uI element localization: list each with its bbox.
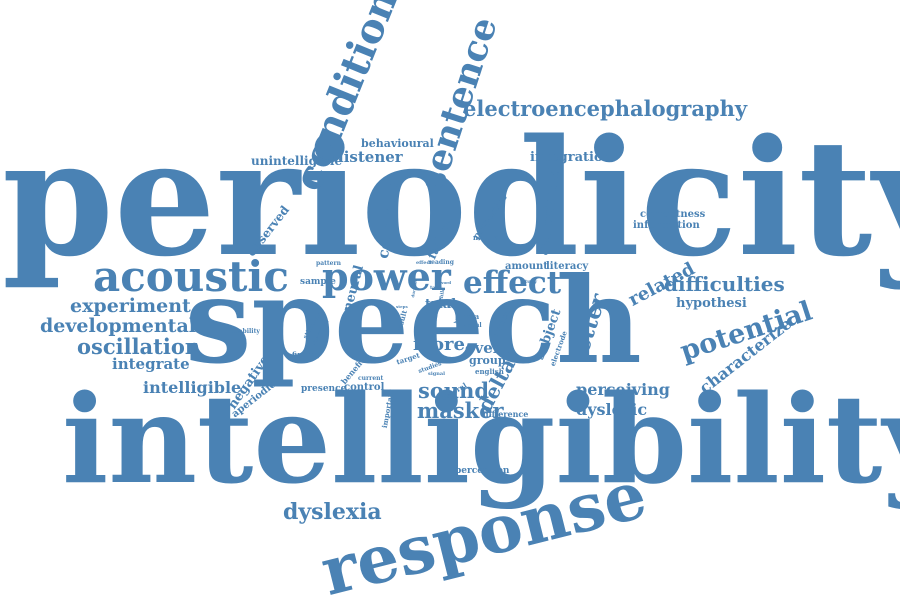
word-more: more — [413, 334, 465, 355]
word-difference: difference — [483, 409, 529, 419]
word-current: current — [358, 375, 384, 382]
word-presence: presence — [301, 384, 347, 394]
word-masker: dyslexic — [576, 400, 648, 419]
word-task: task — [430, 285, 442, 291]
word-acoustic: acoustic — [93, 252, 289, 301]
word-control: control — [344, 382, 385, 393]
word-trial: trial — [425, 297, 457, 312]
word-sample: sample — [300, 277, 336, 287]
word-dyslexic: perceiving — [576, 380, 670, 399]
word-oscillation: oscillation — [77, 334, 201, 359]
word-power: power — [322, 254, 451, 299]
word-electroencephalography: electroencephalography — [463, 96, 748, 121]
word-natural: natural — [473, 233, 502, 242]
word-dyslexia: listener — [338, 148, 403, 166]
word-english: english — [475, 367, 504, 376]
word-difficulties: difficulties — [664, 272, 785, 296]
word-word: word — [440, 280, 452, 285]
word-unintelligible: unintelligible — [251, 154, 343, 168]
word-information: information — [633, 220, 700, 231]
word-literacy: literacy — [546, 261, 589, 272]
word-perceiving: integrate — [112, 355, 190, 373]
word-event: event — [465, 339, 511, 357]
word-pattern: pattern — [316, 260, 341, 267]
word-inability: inability — [232, 328, 260, 335]
word-reading: reading — [428, 259, 454, 266]
word-effect-small: effect — [416, 260, 432, 266]
word-experiment: experiment — [70, 295, 191, 317]
word-effect: effect — [463, 265, 562, 301]
word-correctness: correctness — [640, 209, 706, 220]
word-group: group — [469, 354, 506, 367]
word-study: study — [522, 279, 538, 285]
word-speech: speech — [185, 251, 642, 390]
word-perception: perception — [455, 466, 510, 476]
word-steps: steps — [396, 304, 408, 309]
word-developmental: developmental — [40, 315, 196, 337]
word-hypothesi: hypothesi — [676, 296, 747, 311]
word-trend: trend — [423, 351, 439, 357]
word-finding: finding — [292, 350, 320, 359]
word-intelligible: dyslexia — [283, 499, 382, 525]
word-role: role — [424, 310, 438, 317]
word-amount: amount — [505, 261, 548, 272]
word-sound: masker — [417, 398, 504, 423]
word-visual: visual — [462, 322, 482, 329]
word-periodicity: periodicity — [2, 104, 900, 292]
word-behavioural: behavioural — [361, 137, 434, 150]
word-intelligibility: intelligibility — [62, 367, 900, 511]
word-letter: sound — [418, 378, 490, 403]
word-signal: signal — [428, 371, 445, 377]
word-integration: integration — [530, 150, 613, 165]
word-integrate: intelligible — [143, 378, 242, 397]
word-data: data — [462, 312, 480, 321]
